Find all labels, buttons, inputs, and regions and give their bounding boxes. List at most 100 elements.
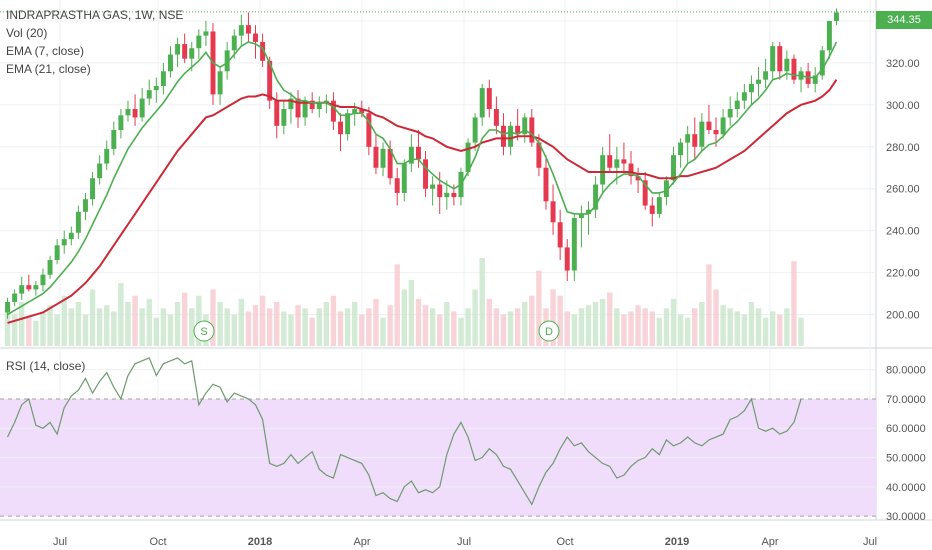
volume-bar bbox=[706, 264, 712, 346]
candle-body bbox=[756, 79, 762, 84]
time-tick-label: Apr bbox=[761, 536, 778, 548]
candle-body bbox=[451, 192, 457, 198]
volume-bar bbox=[231, 314, 237, 346]
volume-bar bbox=[472, 289, 478, 346]
volume-bar bbox=[82, 314, 89, 346]
volume-bar bbox=[755, 308, 762, 346]
volume-bar bbox=[352, 302, 358, 346]
candle-body bbox=[621, 159, 627, 164]
volume-bar bbox=[330, 295, 337, 346]
volume-bar bbox=[699, 302, 705, 346]
candle-body bbox=[486, 88, 492, 110]
candle-body bbox=[245, 25, 251, 34]
volume-bar bbox=[302, 308, 308, 346]
volume-bar bbox=[380, 317, 386, 346]
candle-body bbox=[33, 285, 39, 290]
volume-bar bbox=[167, 314, 174, 346]
volume-bar bbox=[54, 314, 60, 346]
candle-body bbox=[394, 178, 400, 193]
volume-bar bbox=[578, 308, 585, 346]
volume-bar bbox=[791, 261, 797, 346]
volume-bar bbox=[770, 311, 776, 346]
volume-bar bbox=[677, 314, 684, 346]
volume-bar bbox=[458, 317, 464, 346]
volume-bar bbox=[635, 305, 641, 346]
volume-bar bbox=[160, 308, 167, 346]
candle-body bbox=[479, 88, 485, 118]
candle-body bbox=[352, 109, 358, 114]
volume-bar bbox=[621, 314, 627, 346]
candle-body bbox=[833, 12, 839, 21]
volume-bar bbox=[281, 311, 287, 346]
volume-bar bbox=[656, 317, 663, 346]
volume-bar bbox=[394, 264, 400, 346]
candle-body bbox=[132, 109, 138, 118]
candle-body bbox=[713, 130, 719, 135]
candle-body bbox=[338, 121, 344, 135]
volume-bar bbox=[486, 298, 492, 346]
volume-bar bbox=[550, 289, 556, 346]
candle-body bbox=[408, 146, 414, 164]
time-tick-label: Oct bbox=[149, 536, 166, 548]
volume-bar bbox=[720, 305, 726, 346]
candle-body bbox=[472, 117, 478, 143]
candle-body bbox=[500, 125, 506, 147]
candle-body bbox=[75, 211, 81, 233]
candle-body bbox=[260, 41, 266, 61]
candle-body bbox=[692, 134, 698, 147]
event-marker-label: D bbox=[545, 326, 553, 338]
volume-bar bbox=[61, 295, 67, 346]
candle-body bbox=[330, 100, 336, 122]
candle-body bbox=[826, 20, 832, 51]
last-price-tag: 344.35 bbox=[876, 11, 932, 29]
volume-bar bbox=[259, 295, 266, 346]
volume-bar bbox=[217, 302, 223, 346]
volume-bar bbox=[564, 311, 570, 346]
volume-bar bbox=[288, 314, 294, 346]
candle-body bbox=[586, 209, 591, 214]
price-tick-label: 320.00 bbox=[886, 58, 920, 70]
volume-bar bbox=[507, 311, 514, 346]
candle-body bbox=[628, 163, 634, 177]
rsi-legend: RSI (14, close) bbox=[6, 357, 85, 375]
candle-body bbox=[741, 92, 747, 101]
price-tick-label: 300.00 bbox=[886, 100, 920, 112]
volume-bar bbox=[415, 298, 422, 346]
candle-body bbox=[493, 109, 499, 126]
candle-body bbox=[366, 113, 372, 147]
candle-body bbox=[593, 184, 599, 210]
candle-body bbox=[819, 50, 825, 76]
candle-body bbox=[522, 117, 528, 135]
volume-bar bbox=[132, 295, 138, 346]
volume-bar bbox=[585, 305, 592, 346]
candle-body bbox=[578, 213, 584, 219]
time-tick-label: Apr bbox=[353, 536, 370, 548]
candle-body bbox=[160, 71, 166, 86]
candle-body bbox=[642, 180, 648, 206]
volume-bar bbox=[89, 289, 96, 346]
candle-body bbox=[189, 48, 195, 59]
candle-body bbox=[146, 90, 152, 99]
candle-body bbox=[26, 285, 32, 290]
volume-bar bbox=[628, 311, 634, 346]
volume-bar bbox=[174, 302, 181, 346]
candle-body bbox=[182, 44, 188, 59]
volume-bar bbox=[252, 305, 259, 346]
candle-body bbox=[607, 155, 613, 168]
candle-body bbox=[706, 121, 712, 131]
candle-body bbox=[600, 155, 606, 185]
candle-body bbox=[316, 102, 322, 110]
volume-bar bbox=[316, 308, 322, 346]
volume-bar bbox=[125, 302, 131, 346]
candle-body bbox=[529, 117, 535, 143]
candle-body bbox=[465, 142, 471, 172]
volume-bar bbox=[118, 283, 124, 346]
rsi-tick-label: 30.0000 bbox=[886, 511, 926, 523]
time-tick-label: 2018 bbox=[248, 536, 272, 548]
event-marker bbox=[193, 320, 215, 342]
volume-bar bbox=[189, 308, 195, 346]
volume-bar bbox=[408, 280, 415, 346]
candle-body bbox=[253, 33, 258, 42]
candle-body bbox=[614, 159, 620, 168]
